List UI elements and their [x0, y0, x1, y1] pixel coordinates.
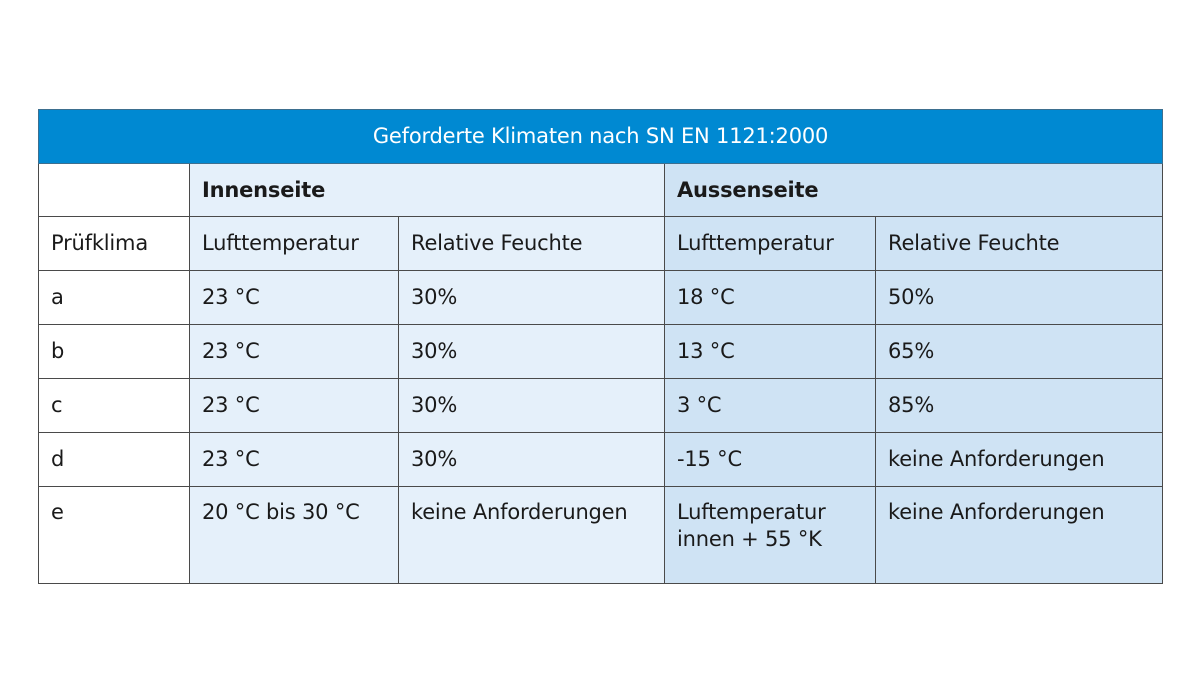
group-header-inner: Innenseite: [189, 163, 665, 217]
outer-temp-cell: -15 °C: [664, 432, 876, 487]
group-header-row: Innenseite Aussenseite: [38, 163, 1164, 217]
inner-temp-cell: 23 °C: [189, 432, 399, 487]
inner-temp-cell: 20 °C bis 30 °C: [189, 486, 399, 584]
outer-humidity-cell: 85%: [874, 378, 1164, 433]
outer-temp-cell: 13 °C: [664, 324, 876, 379]
column-header-inner-temp: Lufttemperatur: [189, 216, 399, 271]
outer-temp-cell: 18 °C: [664, 270, 876, 325]
outer-temp-cell: Luftemperatur innen + 55 °K: [664, 486, 876, 584]
outer-temp-line-1: Luftemperatur: [677, 500, 826, 524]
table-title: Geforderte Klimaten nach SN EN 1121:2000: [37, 109, 1164, 164]
inner-temp-cell: 23 °C: [189, 270, 399, 325]
outer-temp-line-2: innen + 55 °K: [677, 527, 822, 551]
inner-temp-cell: 23 °C: [189, 378, 399, 433]
inner-temp-cell: 23 °C: [189, 324, 399, 379]
climate-table-container: Geforderte Klimaten nach SN EN 1121:2000…: [37, 109, 1164, 584]
table-row: c 23 °C 30% 3 °C 85%: [38, 378, 1164, 433]
empty-corner-cell: [38, 163, 190, 217]
outer-humidity-cell: keine Anforderungen: [874, 432, 1164, 487]
column-header-row: Prüfklima Lufttemperatur Relative Feucht…: [38, 216, 1164, 271]
outer-humidity-cell: keine Anforderungen: [874, 486, 1164, 584]
table-row: e 20 °C bis 30 °C keine Anforderungen Lu…: [38, 486, 1164, 584]
table-title-row: Geforderte Klimaten nach SN EN 1121:2000: [37, 109, 1164, 164]
climate-cell: a: [38, 270, 190, 325]
column-header-climate: Prüfklima: [38, 216, 190, 271]
outer-temp-cell: 3 °C: [664, 378, 876, 433]
table-row: d 23 °C 30% -15 °C keine Anforderungen: [38, 432, 1164, 487]
table-row: a 23 °C 30% 18 °C 50%: [38, 270, 1164, 325]
outer-humidity-cell: 65%: [874, 324, 1164, 379]
climate-requirements-table: Geforderte Klimaten nach SN EN 1121:2000…: [37, 109, 1164, 584]
inner-humidity-cell: 30%: [398, 432, 665, 487]
inner-humidity-cell: 30%: [398, 324, 665, 379]
column-header-inner-humidity: Relative Feuchte: [398, 216, 665, 271]
column-header-outer-temp: Lufttemperatur: [664, 216, 876, 271]
climate-cell: c: [38, 378, 190, 433]
climate-cell: d: [38, 432, 190, 487]
outer-humidity-cell: 50%: [874, 270, 1164, 325]
inner-humidity-cell: 30%: [398, 378, 665, 433]
column-header-outer-humidity: Relative Feuchte: [874, 216, 1164, 271]
inner-humidity-cell: 30%: [398, 270, 665, 325]
inner-humidity-cell: keine Anforderungen: [398, 486, 665, 584]
group-header-outer: Aussenseite: [663, 163, 1164, 217]
climate-cell: e: [38, 486, 190, 584]
climate-cell: b: [38, 324, 190, 379]
table-row: b 23 °C 30% 13 °C 65%: [38, 324, 1164, 379]
